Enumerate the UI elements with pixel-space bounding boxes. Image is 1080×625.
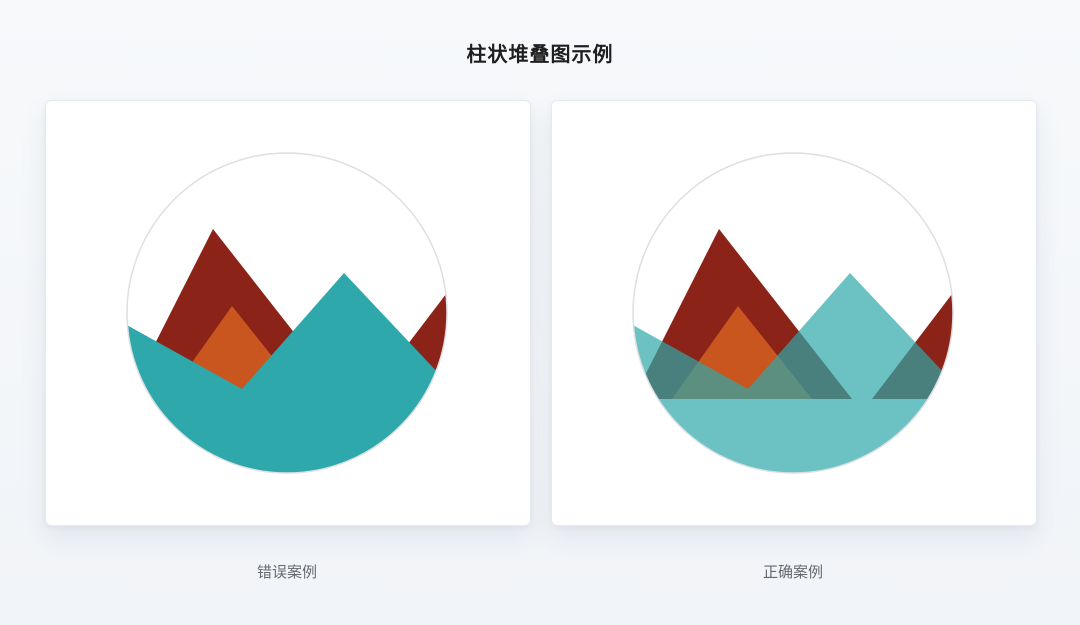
teal-mountain-shape [127, 273, 441, 473]
correct-example-card [551, 100, 1037, 526]
wrong-example-illustration [126, 152, 448, 474]
wrong-example-card [45, 100, 531, 526]
correct-example-caption: 正确案例 [762, 563, 823, 581]
teal-mountain-shape [633, 273, 947, 473]
circle-outline [126, 152, 448, 474]
correct-example-illustration [632, 152, 954, 474]
wrong-example-caption: 错误案例 [256, 563, 317, 581]
circle-outline [632, 152, 954, 474]
page-title: 柱状堆叠图示例 [466, 42, 614, 66]
